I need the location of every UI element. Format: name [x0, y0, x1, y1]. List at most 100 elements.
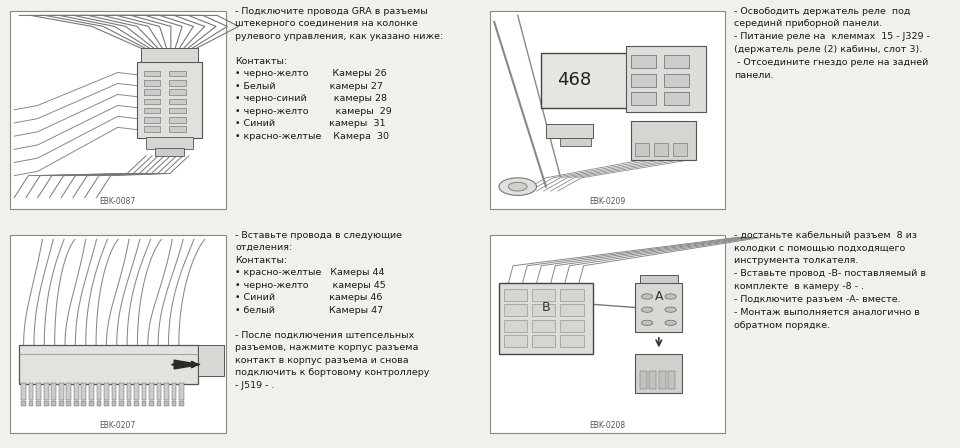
- Bar: [640, 371, 647, 389]
- Circle shape: [665, 307, 676, 312]
- Bar: [172, 401, 177, 406]
- Circle shape: [499, 178, 537, 195]
- Bar: [52, 401, 56, 406]
- Bar: [541, 53, 636, 108]
- Bar: [59, 383, 63, 400]
- Bar: [663, 73, 689, 87]
- Circle shape: [641, 294, 653, 299]
- Bar: [104, 401, 108, 406]
- Bar: [631, 55, 657, 68]
- Bar: [142, 401, 146, 406]
- Bar: [673, 143, 687, 156]
- Bar: [144, 71, 160, 77]
- Bar: [127, 401, 132, 406]
- Text: B: B: [541, 301, 550, 314]
- Bar: [134, 401, 139, 406]
- Bar: [172, 383, 177, 400]
- Bar: [29, 401, 34, 406]
- Bar: [97, 383, 101, 400]
- Bar: [82, 401, 86, 406]
- Bar: [636, 353, 683, 393]
- Bar: [504, 304, 527, 316]
- Bar: [111, 401, 116, 406]
- Bar: [104, 383, 108, 400]
- Circle shape: [509, 182, 527, 191]
- Bar: [89, 383, 94, 400]
- Bar: [144, 126, 160, 132]
- Bar: [640, 275, 678, 283]
- Bar: [504, 289, 527, 301]
- Bar: [144, 80, 160, 86]
- Bar: [546, 124, 593, 138]
- Polygon shape: [174, 360, 200, 369]
- Bar: [74, 383, 79, 400]
- Bar: [180, 401, 184, 406]
- Bar: [560, 304, 584, 316]
- Bar: [156, 148, 183, 156]
- Bar: [170, 117, 186, 123]
- Bar: [144, 108, 160, 113]
- Bar: [560, 335, 584, 347]
- Bar: [663, 55, 689, 68]
- Bar: [636, 143, 649, 156]
- Bar: [29, 383, 34, 400]
- Bar: [504, 319, 527, 332]
- Bar: [164, 401, 169, 406]
- Circle shape: [665, 294, 676, 299]
- Bar: [19, 345, 198, 384]
- Bar: [631, 121, 697, 160]
- Bar: [144, 99, 160, 104]
- Bar: [170, 80, 186, 86]
- Bar: [198, 345, 224, 375]
- Text: A: A: [655, 290, 663, 303]
- Bar: [659, 371, 666, 389]
- Bar: [44, 383, 49, 400]
- Bar: [36, 383, 41, 400]
- Bar: [170, 99, 186, 104]
- Bar: [631, 73, 657, 87]
- Text: - Вставьте провода в следующие
отделения:
Контакты:
• красно-желтые   Камеры 44
: - Вставьте провода в следующие отделения…: [235, 231, 430, 390]
- Bar: [144, 117, 160, 123]
- Text: - достаньте кабельный разъем  8 из
колодки с помощью подходящего
инструмента тол: - достаньте кабельный разъем 8 из колодк…: [734, 231, 926, 330]
- Bar: [149, 383, 154, 400]
- Bar: [82, 383, 86, 400]
- Circle shape: [641, 320, 653, 325]
- Bar: [44, 401, 49, 406]
- Text: EBK-0207: EBK-0207: [100, 422, 135, 431]
- Bar: [663, 92, 689, 105]
- Bar: [532, 304, 555, 316]
- Bar: [66, 383, 71, 400]
- Bar: [66, 401, 71, 406]
- Bar: [36, 401, 41, 406]
- Bar: [59, 401, 63, 406]
- Bar: [636, 283, 683, 332]
- Bar: [490, 11, 725, 209]
- Bar: [180, 383, 184, 400]
- Text: 468: 468: [557, 71, 591, 89]
- Bar: [170, 71, 186, 77]
- Bar: [127, 383, 132, 400]
- Bar: [164, 383, 169, 400]
- Bar: [650, 371, 657, 389]
- Bar: [532, 319, 555, 332]
- Bar: [170, 90, 186, 95]
- Circle shape: [641, 307, 653, 312]
- Bar: [136, 61, 203, 138]
- Text: EBK-0209: EBK-0209: [589, 198, 625, 207]
- Text: - Подключите провода GRA в разъемы
штекерного соединения на колонке
рулевого упр: - Подключите провода GRA в разъемы штеке…: [235, 7, 444, 141]
- Bar: [141, 48, 198, 61]
- Bar: [119, 401, 124, 406]
- Bar: [490, 235, 725, 433]
- Bar: [21, 401, 26, 406]
- Bar: [631, 92, 657, 105]
- Bar: [149, 401, 154, 406]
- Bar: [144, 90, 160, 95]
- Bar: [74, 401, 79, 406]
- Bar: [654, 143, 668, 156]
- Bar: [504, 335, 527, 347]
- Bar: [142, 383, 146, 400]
- Bar: [10, 11, 226, 209]
- Circle shape: [665, 320, 676, 325]
- Text: EBK-0087: EBK-0087: [100, 198, 135, 207]
- Bar: [532, 289, 555, 301]
